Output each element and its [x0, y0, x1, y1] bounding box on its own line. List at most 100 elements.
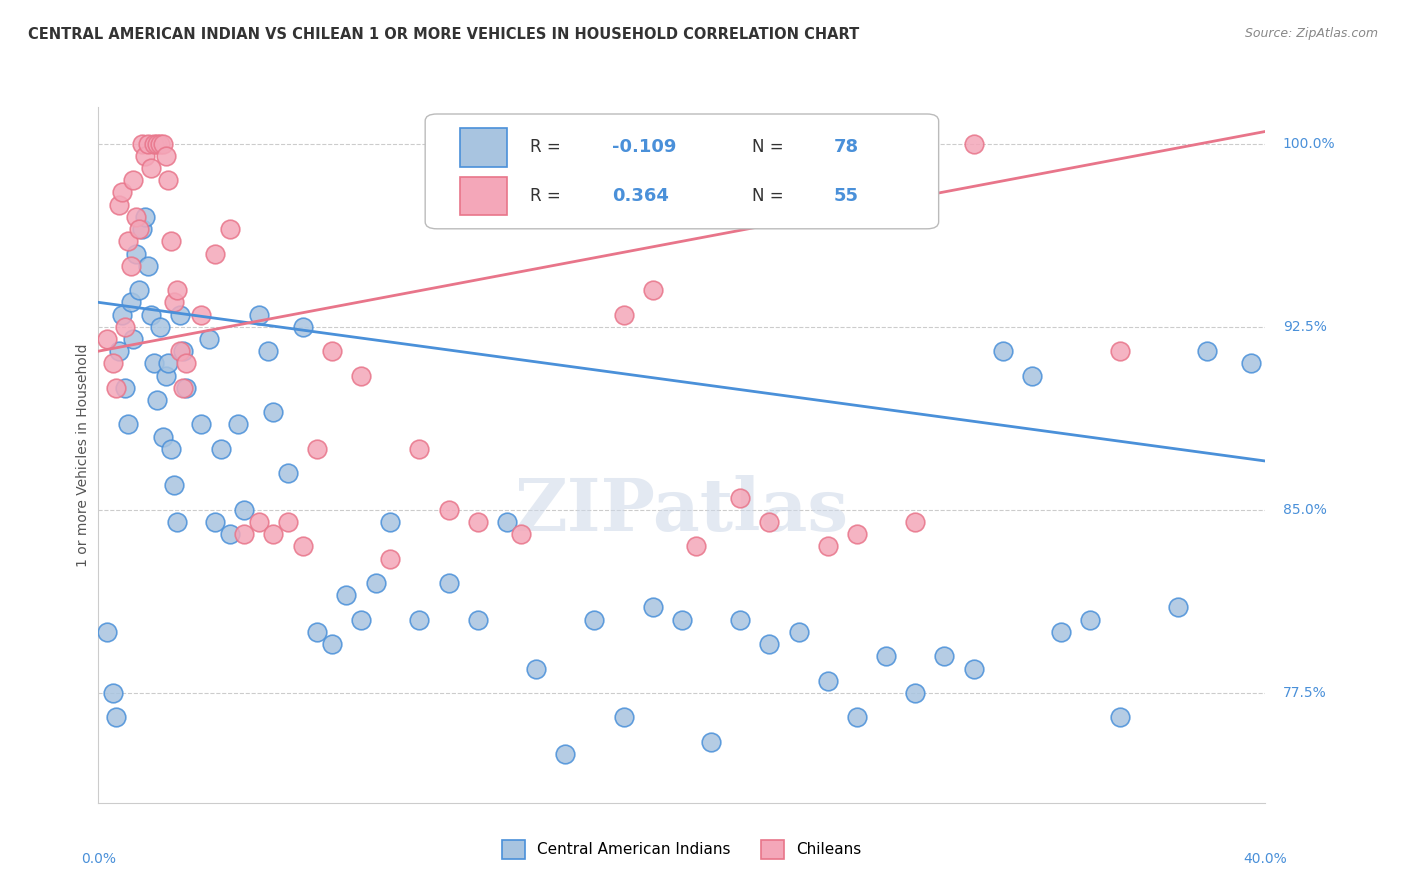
Point — [146, 136, 169, 151]
Text: N =: N = — [752, 138, 789, 156]
Point — [1108, 710, 1130, 724]
Point — [101, 356, 124, 370]
Point — [209, 442, 232, 456]
Point — [730, 491, 752, 505]
Point — [291, 319, 314, 334]
Text: 85.0%: 85.0% — [1282, 503, 1327, 516]
Point — [218, 527, 240, 541]
Point — [139, 161, 162, 175]
Point — [117, 235, 139, 249]
Point — [256, 344, 278, 359]
Point — [904, 515, 927, 529]
Point — [117, 417, 139, 432]
Point — [122, 173, 145, 187]
Point — [142, 136, 165, 151]
Point — [1080, 613, 1102, 627]
Point — [350, 368, 373, 383]
Point — [408, 442, 430, 456]
Point — [1021, 368, 1043, 383]
FancyBboxPatch shape — [460, 177, 508, 215]
Point — [128, 222, 150, 236]
Text: Source: ZipAtlas.com: Source: ZipAtlas.com — [1244, 27, 1378, 40]
Text: 55: 55 — [834, 187, 859, 205]
Point — [218, 222, 240, 236]
Point — [228, 417, 250, 432]
Point — [128, 283, 150, 297]
Point — [817, 673, 839, 688]
Point — [962, 661, 984, 675]
Point — [160, 442, 183, 456]
Point — [641, 600, 664, 615]
Point — [307, 624, 329, 639]
Point — [114, 319, 136, 334]
Point — [155, 149, 177, 163]
Legend: Central American Indians, Chileans: Central American Indians, Chileans — [496, 834, 868, 864]
Point — [125, 246, 148, 260]
Point — [364, 576, 387, 591]
Point — [146, 392, 169, 407]
Point — [758, 515, 780, 529]
Text: 40.0%: 40.0% — [1243, 852, 1288, 865]
Point — [172, 381, 194, 395]
Point — [163, 478, 186, 492]
Y-axis label: 1 or more Vehicles in Household: 1 or more Vehicles in Household — [76, 343, 90, 566]
Point — [467, 613, 489, 627]
Point — [1240, 356, 1263, 370]
Point — [157, 356, 180, 370]
Point — [510, 527, 533, 541]
Point — [247, 308, 270, 322]
Point — [96, 624, 118, 639]
Point — [142, 356, 165, 370]
Point — [108, 197, 131, 211]
Point — [962, 136, 984, 151]
FancyBboxPatch shape — [460, 128, 508, 167]
Point — [1108, 344, 1130, 359]
Text: N =: N = — [752, 187, 789, 205]
Point — [160, 235, 183, 249]
Point — [134, 210, 156, 224]
Point — [190, 308, 212, 322]
Point — [263, 405, 285, 419]
Point — [437, 503, 460, 517]
Point — [174, 381, 197, 395]
Point — [134, 149, 156, 163]
Point — [350, 613, 373, 627]
Point — [1050, 624, 1073, 639]
Point — [321, 344, 343, 359]
Point — [190, 417, 212, 432]
Point — [991, 344, 1014, 359]
Text: 77.5%: 77.5% — [1282, 686, 1327, 700]
Point — [524, 661, 547, 675]
Point — [111, 186, 134, 200]
Point — [934, 649, 956, 664]
Point — [277, 515, 299, 529]
Point — [613, 308, 636, 322]
Point — [380, 551, 402, 566]
Point — [136, 259, 159, 273]
FancyBboxPatch shape — [425, 114, 939, 229]
Point — [96, 332, 118, 346]
Point — [149, 319, 172, 334]
Point — [111, 308, 134, 322]
Point — [104, 381, 127, 395]
Point — [131, 136, 153, 151]
Point — [166, 283, 188, 297]
Point — [204, 515, 226, 529]
Point — [1167, 600, 1189, 615]
Point — [157, 173, 180, 187]
Point — [166, 515, 188, 529]
Point — [685, 540, 707, 554]
Point — [108, 344, 131, 359]
Point — [730, 613, 752, 627]
Point — [101, 686, 124, 700]
Point — [174, 356, 197, 370]
Point — [204, 246, 226, 260]
Point — [120, 295, 142, 310]
Point — [758, 637, 780, 651]
Text: 92.5%: 92.5% — [1282, 319, 1327, 334]
Point — [149, 136, 172, 151]
Text: 100.0%: 100.0% — [1282, 136, 1336, 151]
Point — [172, 344, 194, 359]
Point — [139, 308, 162, 322]
Point — [467, 515, 489, 529]
